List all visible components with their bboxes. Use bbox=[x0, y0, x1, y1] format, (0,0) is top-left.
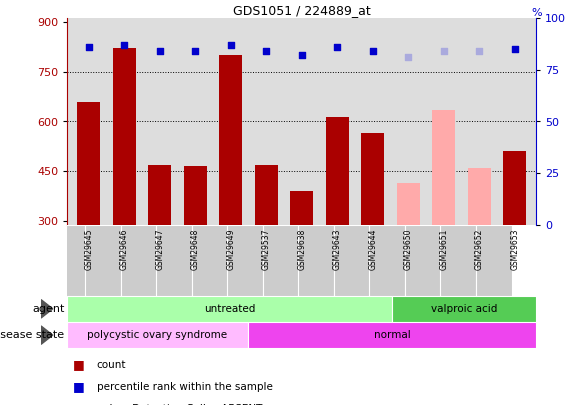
Bar bbox=[183, 166, 207, 225]
Text: %: % bbox=[531, 8, 541, 17]
Bar bbox=[113, 48, 136, 225]
Text: GSM29650: GSM29650 bbox=[404, 228, 413, 270]
Bar bbox=[369, 225, 406, 296]
Point bbox=[120, 42, 129, 48]
Bar bbox=[476, 225, 512, 296]
Bar bbox=[392, 296, 536, 322]
Text: normal: normal bbox=[373, 330, 410, 340]
Text: GSM29646: GSM29646 bbox=[120, 228, 129, 270]
Point bbox=[439, 48, 448, 55]
Text: polycystic ovary syndrome: polycystic ovary syndrome bbox=[87, 330, 227, 340]
Point bbox=[155, 48, 165, 55]
Text: disease state: disease state bbox=[0, 330, 64, 340]
Bar bbox=[263, 225, 299, 296]
Text: GSM29651: GSM29651 bbox=[440, 228, 448, 270]
Text: GSM29537: GSM29537 bbox=[262, 228, 271, 270]
Text: agent: agent bbox=[32, 304, 64, 314]
Point bbox=[510, 46, 520, 52]
Text: GSM29644: GSM29644 bbox=[369, 228, 377, 270]
Point bbox=[226, 42, 236, 48]
Polygon shape bbox=[41, 326, 53, 344]
Point bbox=[333, 44, 342, 50]
Bar bbox=[432, 110, 455, 225]
Text: GSM29638: GSM29638 bbox=[297, 228, 306, 270]
Bar bbox=[248, 322, 536, 348]
Bar bbox=[468, 168, 491, 225]
Text: ■: ■ bbox=[73, 358, 85, 371]
Text: GSM29648: GSM29648 bbox=[191, 228, 200, 270]
Point bbox=[297, 52, 306, 59]
Bar bbox=[121, 225, 156, 296]
Text: value, Detection Call = ABSENT: value, Detection Call = ABSENT bbox=[97, 404, 262, 405]
Bar bbox=[192, 225, 228, 296]
Point bbox=[475, 48, 484, 55]
Text: GSM29643: GSM29643 bbox=[333, 228, 342, 270]
Polygon shape bbox=[41, 300, 53, 318]
Text: ■: ■ bbox=[73, 403, 85, 405]
Text: GSM29645: GSM29645 bbox=[84, 228, 93, 270]
Text: GSM29652: GSM29652 bbox=[475, 228, 484, 270]
Bar bbox=[397, 183, 420, 225]
Bar bbox=[298, 225, 334, 296]
Text: GSM29653: GSM29653 bbox=[510, 228, 519, 270]
Bar bbox=[77, 102, 100, 225]
Title: GDS1051 / 224889_at: GDS1051 / 224889_at bbox=[233, 4, 371, 17]
Bar bbox=[148, 165, 171, 225]
Text: ■: ■ bbox=[73, 380, 85, 393]
Text: GSM29647: GSM29647 bbox=[155, 228, 164, 270]
Point bbox=[404, 54, 413, 61]
Bar bbox=[67, 322, 248, 348]
Text: untreated: untreated bbox=[204, 304, 255, 314]
Text: GSM29649: GSM29649 bbox=[226, 228, 235, 270]
Bar bbox=[85, 225, 121, 296]
Point bbox=[190, 48, 200, 55]
Bar bbox=[219, 55, 242, 225]
Bar bbox=[362, 133, 384, 225]
Bar bbox=[440, 225, 476, 296]
Bar bbox=[290, 192, 314, 225]
Text: count: count bbox=[97, 360, 126, 369]
Bar bbox=[255, 165, 278, 225]
Bar bbox=[156, 225, 192, 296]
Bar bbox=[50, 225, 86, 296]
Point bbox=[84, 44, 93, 50]
Bar bbox=[334, 225, 370, 296]
Bar bbox=[326, 117, 349, 225]
Point bbox=[261, 48, 271, 55]
Bar bbox=[405, 225, 441, 296]
Bar bbox=[67, 296, 392, 322]
Bar bbox=[503, 151, 526, 225]
Text: valproic acid: valproic acid bbox=[431, 304, 498, 314]
Text: percentile rank within the sample: percentile rank within the sample bbox=[97, 382, 272, 392]
Point bbox=[368, 48, 377, 55]
Bar bbox=[227, 225, 263, 296]
